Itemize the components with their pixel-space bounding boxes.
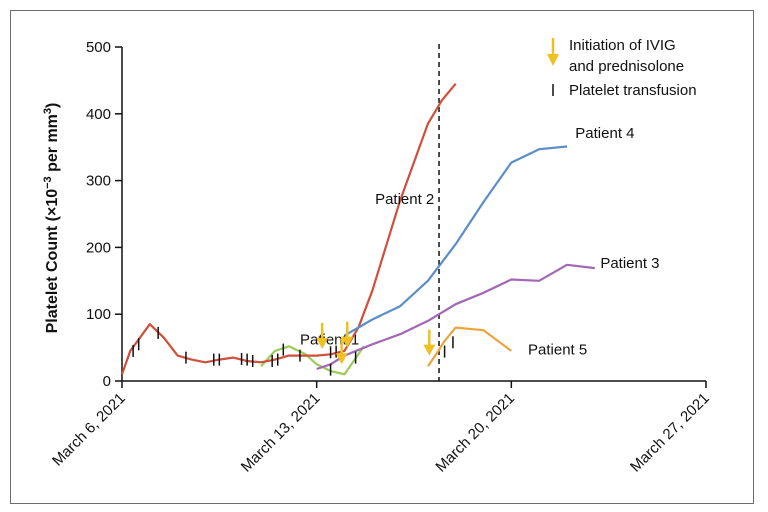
ivig-arrow-patient-2 [335, 338, 348, 365]
y-tick-label: 300 [86, 173, 111, 190]
series-line-patient-1 [260, 345, 365, 376]
series-layer: Patient 1 Patient 2 Patient 3 Patient 4 Pati… [120, 82, 660, 376]
series-label-patient-1: Patient 1 [300, 331, 359, 348]
legend: Initiation of IVIG and prednisolone Plat… [547, 37, 697, 99]
y-axis-title: Platelet Count (×10−3 per mm3) [42, 103, 61, 334]
x-tick-label: March 20, 2021 [432, 390, 518, 476]
series-label-patient-5: Patient 5 [528, 341, 587, 358]
y-tick-label: 100 [86, 306, 111, 323]
marker-layer [132, 321, 454, 376]
series-label-patient-4: Patient 4 [575, 125, 634, 142]
y-axis-title-suffix-exponent: 3 [42, 108, 54, 114]
legend-transfusion-label: Platelet transfusion [569, 82, 697, 99]
y-axis-title-close: ) [44, 103, 61, 108]
x-tick-label: March 13, 2021 [238, 390, 324, 476]
legend-arrow-icon [547, 54, 559, 66]
series-line-patient-4 [343, 145, 568, 337]
x-tick-label: March 27, 2021 [627, 390, 713, 476]
series-line-patient-5 [426, 326, 512, 367]
y-axis-title-suffix: per mm [44, 114, 61, 176]
ivig-arrow-patient-2 [341, 321, 354, 348]
y-axis-title-main: Platelet Count (×10 [44, 189, 61, 334]
ivig-arrow-head [316, 337, 329, 349]
y-tick-label: 200 [86, 239, 111, 256]
legend-ivig-label-line1: Initiation of IVIG [569, 37, 676, 54]
x-tick-label: March 6, 2021 [49, 390, 129, 470]
ivig-arrow-patient-5 [423, 329, 436, 356]
series-line-patient-2 [120, 82, 457, 375]
ivig-arrow-head [335, 353, 348, 365]
legend-ivig-label-line2: and prednisolone [569, 58, 684, 75]
y-tick-label: 0 [103, 373, 111, 390]
series-label-patient-2: Patient 2 [375, 191, 434, 208]
ivig-arrow-head [423, 344, 436, 356]
ivig-arrow-head [341, 336, 354, 348]
ivig-arrow-patient-2 [316, 322, 329, 349]
series-label-patient-3: Patient 3 [600, 255, 659, 272]
y-tick-label: 500 [86, 39, 111, 56]
y-axis-title-exponent: −3 [42, 176, 54, 189]
y-tick-label: 400 [86, 106, 111, 123]
